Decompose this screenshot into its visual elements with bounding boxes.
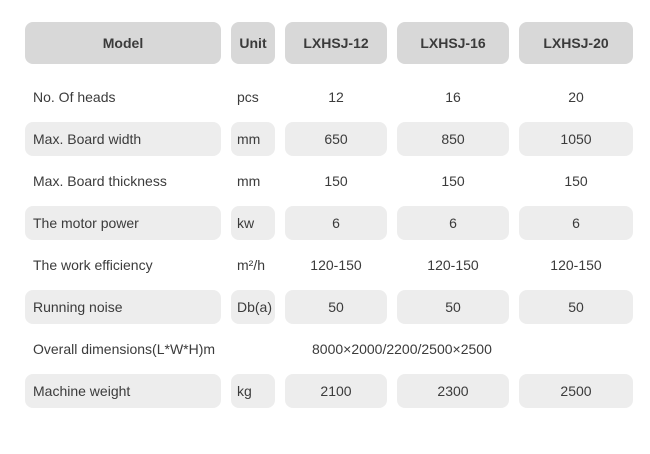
row-label-cell: The work efficiency: [33, 257, 153, 273]
row-value-cell: 2300: [397, 374, 509, 408]
row-value-cell: 16: [445, 89, 461, 105]
spec-row: Running noise Db(a) 50 50 50: [25, 286, 633, 328]
row-unit-cell: mm: [237, 173, 261, 189]
row-value-cell: 120-150: [427, 257, 479, 273]
row-value-cell: 2500: [519, 374, 633, 408]
table-body: No. Of heads pcs 12 16 20 Max. Board width mm 6…: [25, 76, 633, 412]
row-unit-cell: Db(a): [231, 290, 275, 324]
row-unit-cell: mm: [231, 122, 275, 156]
row-label-cell: Max. Board thickness: [33, 173, 167, 189]
row-unit-cell: m²/h: [237, 257, 265, 273]
row-value-cell: 50: [285, 290, 387, 324]
row-value-cell: 6: [285, 206, 387, 240]
row-label: Overall dimensions(L*W*H): [33, 341, 204, 357]
row-label-cell: Max. Board width: [25, 122, 221, 156]
spec-row: No. Of heads pcs 12 16 20: [25, 76, 633, 118]
row-value-cell: 850: [397, 122, 509, 156]
row-value-cell: 1050: [519, 122, 633, 156]
row-label-cell: The motor power: [25, 206, 221, 240]
row-value-cell: 120-150: [310, 257, 362, 273]
spec-table: Model Unit LXHSJ-12 LXHSJ-16 LXHSJ-20 No…: [25, 22, 633, 412]
row-unit-cell: kg: [231, 374, 275, 408]
header-cell-lxhsj-16: LXHSJ-16: [397, 22, 509, 64]
row-value-cell: 12: [328, 89, 344, 105]
spec-row: The motor power kw 6 6 6: [25, 202, 633, 244]
row-unit-cell: pcs: [237, 89, 259, 105]
row-value-cell: 20: [568, 89, 584, 105]
header-cell-unit: Unit: [231, 22, 275, 64]
header-cell-model: Model: [25, 22, 221, 64]
row-label-cell: Overall dimensions(L*W*H)m: [25, 332, 275, 366]
row-value-cell: 150: [441, 173, 465, 189]
row-value-cell: 6: [519, 206, 633, 240]
row-value-cell: 150: [324, 173, 348, 189]
spec-row: Machine weight kg 2100 2300 2500: [25, 370, 633, 412]
table-header-row: Model Unit LXHSJ-12 LXHSJ-16 LXHSJ-20: [25, 22, 633, 64]
row-unit-cell: kw: [231, 206, 275, 240]
row-value-cell: 150: [564, 173, 588, 189]
row-label-cell: Machine weight: [25, 374, 221, 408]
row-value-cell: 650: [285, 122, 387, 156]
spec-row: The work efficiency m²/h 120-150 120-150 120…: [25, 244, 633, 286]
row-label-cell: Running noise: [25, 290, 221, 324]
row-value-cell: 120-150: [550, 257, 602, 273]
row-value-cell: 2100: [285, 374, 387, 408]
row-value-cell: 6: [397, 206, 509, 240]
spec-row: Max. Board thickness mm 150 150 150: [25, 160, 633, 202]
row-value-span: 8000×2000/2200/2500×2500: [312, 341, 492, 357]
row-value-cell: 50: [519, 290, 633, 324]
spec-row: Max. Board width mm 650 850 1050: [25, 118, 633, 160]
row-unit: m: [203, 341, 216, 357]
row-value-cell: 50: [397, 290, 509, 324]
spec-row: Overall dimensions(L*W*H)m 8000×2000/2200…: [25, 328, 633, 370]
header-cell-lxhsj-20: LXHSJ-20: [519, 22, 633, 64]
header-cell-lxhsj-12: LXHSJ-12: [285, 22, 387, 64]
row-label-cell: No. Of heads: [33, 89, 116, 105]
